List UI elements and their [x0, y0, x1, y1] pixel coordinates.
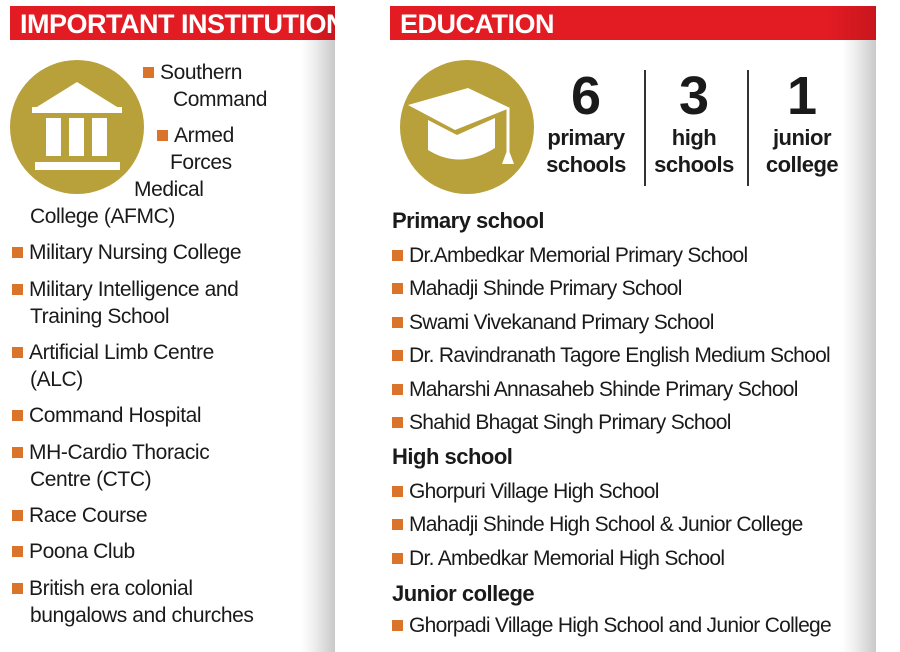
list-item: MH-Cardio Thoracic: [12, 439, 210, 466]
list-item-cont: Medical: [134, 178, 204, 201]
section-header: EDUCATION: [390, 6, 876, 40]
bullet: [392, 620, 403, 631]
education-panel: EDUCATION 6 primary schools 3 high schools 1…: [390, 6, 876, 652]
list-item-cont: bungalows and churches: [30, 604, 254, 627]
list-item: Military Intelligence and: [12, 276, 239, 303]
list-item-cont: (ALC): [30, 368, 83, 391]
list-item-cont: Forces: [170, 151, 232, 174]
bullet: [12, 510, 23, 521]
bullet: [392, 250, 403, 261]
list-item: Dr.Ambedkar Memorial Primary School: [392, 242, 748, 269]
building-icon: [10, 60, 144, 194]
list-item: Shahid Bhagat Singh Primary School: [392, 409, 731, 436]
list-item: Dr. Ravindranath Tagore English Medium S…: [392, 342, 831, 369]
list-item: Mahadji Shinde Primary School: [392, 275, 682, 302]
subheading-primary: Primary school: [392, 208, 544, 233]
bullet: [12, 247, 23, 258]
bullet: [157, 130, 168, 141]
bullet: [12, 347, 23, 358]
list-item: Dr. Ambedkar Memorial High School: [392, 545, 725, 572]
stat-primary: 6 primary schools: [546, 66, 626, 177]
divider: [747, 70, 749, 186]
list-item: Swami Vivekanand Primary School: [392, 309, 714, 336]
list-item: Military Nursing College: [12, 239, 242, 266]
bullet: [392, 417, 403, 428]
bullet: [12, 447, 23, 458]
stat-junior: 1 junior college: [765, 66, 839, 177]
list-item: Poona Club: [12, 538, 135, 565]
list-item-cont: Training School: [30, 305, 170, 328]
stat-high: 3 high schools: [654, 66, 734, 177]
list-item: British era colonial: [12, 575, 193, 602]
bullet: [392, 383, 403, 395]
list-item: Mahadji Shinde High School & Junior Coll…: [392, 511, 803, 538]
graduation-cap-icon: [400, 60, 534, 194]
bullet: [392, 519, 403, 531]
bullet: [143, 67, 154, 78]
bullet: [12, 583, 23, 594]
list-item-cont: Centre (CTC): [30, 468, 152, 491]
bullet: [392, 486, 403, 497]
list-item: Artificial Limb Centre: [12, 339, 214, 366]
bullet: [392, 350, 403, 362]
subheading-junior: Junior college: [392, 581, 535, 606]
list-item: Southern: [143, 59, 242, 86]
list-item: Ghorpuri Village High School: [392, 478, 659, 505]
list-item: Command Hospital: [12, 402, 202, 429]
list-item-cont: College (AFMC): [30, 205, 175, 228]
bullet: [392, 316, 403, 328]
list-item: Race Course: [12, 502, 148, 529]
list-item-cont: Command: [173, 88, 268, 111]
section-header: IMPORTANT INSTITUTIONS: [10, 6, 363, 40]
important-institutions-panel: IMPORTANT INSTITUTIONS Southern Command …: [10, 6, 363, 652]
subheading-high: High school: [392, 444, 513, 469]
bullet: [392, 283, 403, 295]
list-item: Armed: [157, 122, 234, 149]
bullet: [12, 284, 23, 295]
list-item: Maharshi Annasaheb Shinde Primary School: [392, 376, 798, 403]
bullet: [392, 552, 403, 564]
divider: [644, 70, 646, 186]
bullet: [12, 546, 23, 557]
list-item: Ghorpadi Village High School and Junior …: [392, 612, 832, 639]
bullet: [12, 410, 23, 421]
